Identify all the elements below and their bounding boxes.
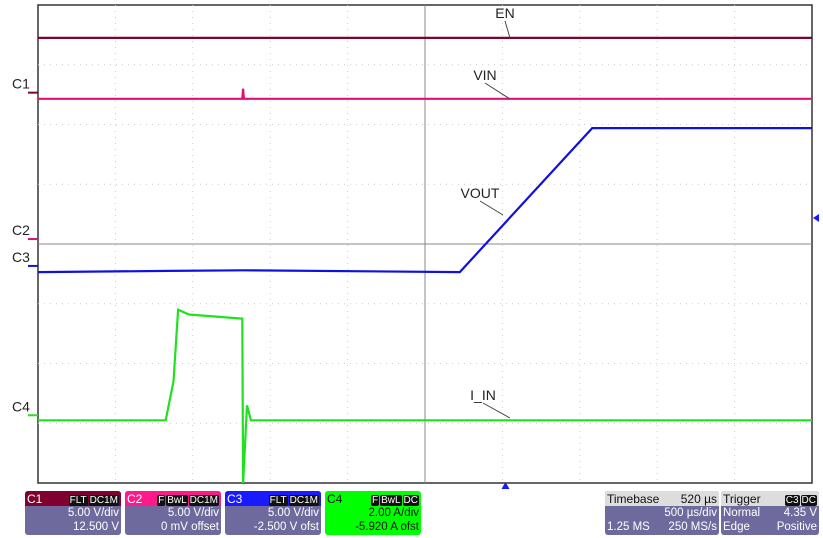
- timebase-panel[interactable]: Timebase 520 µs 500 µs/div 1.25 MS 250 MS/…: [605, 491, 719, 535]
- tag: BwL: [380, 494, 402, 506]
- tag: DC: [402, 494, 419, 506]
- scale: 5.00 V/div: [67, 507, 119, 519]
- offset: -5.920 A ofst: [355, 521, 419, 533]
- timebase-scale: 500 µs/div: [664, 507, 717, 519]
- channel-id: C1: [27, 491, 43, 506]
- channel-id: C4: [327, 491, 343, 506]
- tag: FLT: [268, 494, 288, 506]
- timebase-label: Timebase: [607, 491, 660, 506]
- tag: DC1M: [188, 494, 219, 506]
- label-leader: [504, 20, 511, 39]
- scale: 5.00 V/div: [167, 507, 219, 519]
- waveform-display: EN VIN VOUT I_IN C1 C2 C3 C4: [12, 4, 819, 489]
- tag: DC: [800, 494, 817, 506]
- trigger-time-marker: [501, 482, 510, 489]
- offset: -2.500 V ofst: [253, 521, 319, 533]
- trace-label: VIN: [473, 67, 496, 83]
- trigger-level: 4.35 V: [783, 507, 817, 519]
- channel-marker: C1: [12, 76, 30, 92]
- sample-rate: 250 MS/s: [668, 521, 717, 533]
- channel-panel-c3[interactable]: C3 FLT DC1M 5.00 V/div -2.500 V ofst: [225, 491, 321, 535]
- scale: 2.00 A/div: [368, 507, 419, 519]
- trigger-type: Edge: [723, 521, 750, 533]
- trace-label: VOUT: [461, 185, 500, 201]
- trace-vout: [37, 127, 812, 274]
- label-leader: [482, 402, 511, 419]
- tag: C3: [784, 494, 800, 506]
- offset: 0 mV offset: [161, 521, 219, 533]
- tag: DC1M: [288, 494, 319, 506]
- trigger-panel[interactable]: Trigger C3 DC Normal 4.35 V Edge Positive: [721, 491, 819, 535]
- trigger-mode: Normal: [723, 507, 761, 519]
- channel-marker: C3: [12, 249, 30, 265]
- tag: F: [370, 494, 380, 506]
- channel-panel-c4[interactable]: C4 F BwL DC 2.00 A/div -5.920 A ofst: [325, 491, 421, 535]
- offset: 12.500 V: [72, 521, 119, 533]
- channel-panel-c1[interactable]: C1 FLT DC1M 5.00 V/div 12.500 V: [25, 491, 121, 535]
- channel-marker: C2: [12, 222, 30, 238]
- channel-marker: C4: [12, 398, 30, 414]
- label-leader: [479, 200, 504, 216]
- trigger-label: Trigger: [723, 491, 761, 506]
- channel-id: C3: [227, 491, 243, 506]
- channel-id: C2: [127, 491, 143, 506]
- tag: F: [157, 494, 166, 506]
- tag: FLT: [68, 494, 88, 506]
- tag: BwL: [166, 494, 188, 506]
- trigger-slope: Positive: [776, 521, 817, 533]
- trigger-level-marker: [813, 214, 819, 222]
- trace-label: I_IN: [470, 387, 496, 403]
- scale: 5.00 V/div: [267, 507, 319, 519]
- label-leader: [484, 82, 511, 100]
- trace-label: EN: [495, 5, 514, 21]
- tag: DC1M: [88, 494, 119, 506]
- sample-count: 1.25 MS: [607, 521, 650, 533]
- trace-i_in: [38, 308, 812, 484]
- channel-panel-c2[interactable]: C2 F BwL DC1M 5.00 V/div 0 mV offset: [125, 491, 221, 535]
- trace-vin: [38, 88, 812, 100]
- timebase-delay: 520 µs: [680, 491, 717, 506]
